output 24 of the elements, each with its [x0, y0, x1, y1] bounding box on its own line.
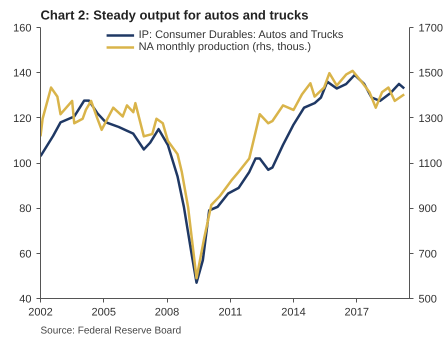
y2-tick-label: 700 — [418, 248, 437, 260]
y-tick-label: 100 — [13, 158, 32, 170]
x-tick-label: 2005 — [92, 306, 116, 318]
legend-label: IP: Consumer Durables: Autos and Trucks — [138, 29, 344, 41]
x-tick-label: 2011 — [218, 306, 242, 318]
x-tick-label: 2014 — [281, 306, 306, 318]
chart-title: Chart 2: Steady output for autos and trucks — [40, 8, 308, 22]
y-tick-label: 60 — [19, 248, 32, 260]
y-tick-label: 80 — [19, 203, 32, 216]
source-note: Source: Federal Reserve Board — [40, 326, 182, 336]
y2-tick-label: 1100 — [418, 158, 442, 170]
x-tick-label: 2008 — [154, 306, 180, 318]
y2-tick-label: 900 — [418, 203, 437, 216]
y-tick-label: 40 — [19, 294, 32, 306]
y2-tick-label: 1700 — [418, 22, 443, 34]
y-tick-label: 160 — [13, 22, 32, 34]
y2-tick-label: 500 — [418, 294, 437, 306]
y-tick-label: 140 — [13, 68, 32, 80]
legend-label: NA monthly production (rhs, thous.) — [138, 41, 312, 53]
x-tick-label: 2017 — [344, 306, 370, 318]
y2-tick-label: 1500 — [418, 68, 443, 80]
y-tick-label: 120 — [13, 112, 32, 125]
x-tick-label: 2002 — [28, 306, 53, 318]
y2-tick-label: 1300 — [418, 112, 443, 125]
